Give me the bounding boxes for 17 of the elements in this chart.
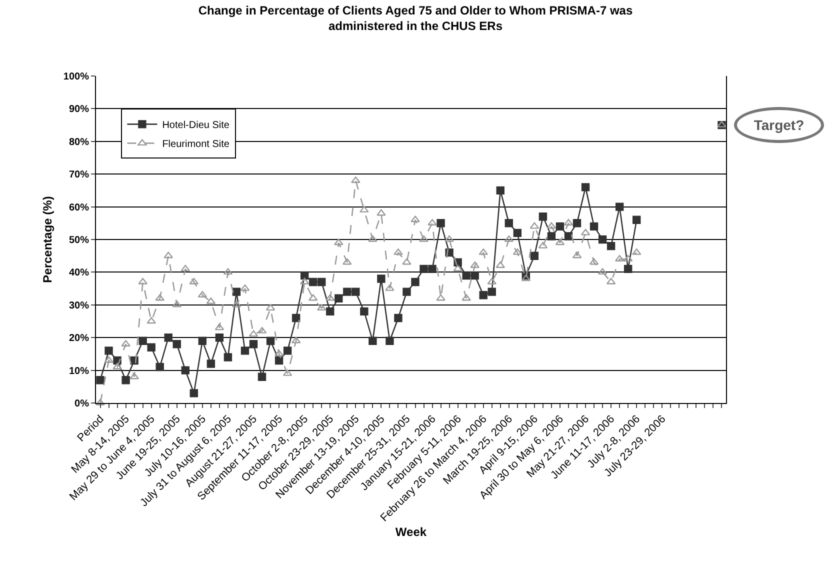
x-axis-title: Week bbox=[395, 525, 427, 540]
legend-label: Hotel-Dieu Site bbox=[162, 120, 230, 132]
y-tick-label: 60% bbox=[68, 202, 90, 214]
y-tick-label: 40% bbox=[68, 268, 90, 279]
y-tick-label: 10% bbox=[68, 366, 90, 377]
y-tick-label: 20% bbox=[68, 333, 90, 344]
y-tick-label: 100% bbox=[63, 72, 90, 82]
y-tick-label: 80% bbox=[68, 136, 90, 148]
y-tick-label: 30% bbox=[68, 300, 90, 312]
legend-label: Fleurimont Site bbox=[162, 139, 230, 150]
ellipse-outline: Target? bbox=[734, 107, 824, 144]
y-axis-title: Percentage (%) bbox=[40, 196, 55, 283]
chart-title: Change in Percentage of Clients Aged 75 and Older to Whom PRISMA-7 was administered in the CHUS ERs bbox=[198, 4, 633, 34]
y-tick-label: 70% bbox=[68, 170, 90, 181]
y-tick-label: 50% bbox=[68, 235, 90, 246]
y-tick-label: 0% bbox=[74, 398, 90, 410]
y-tick-label: 90% bbox=[68, 104, 90, 116]
